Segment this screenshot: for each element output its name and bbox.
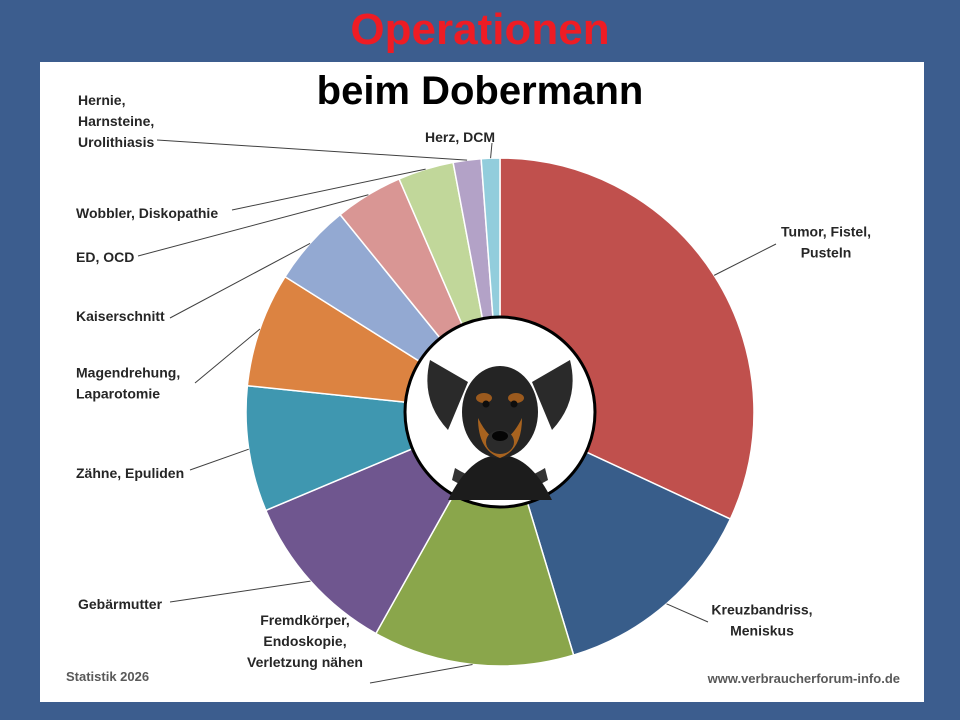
pie-slice <box>374 410 575 667</box>
slice-label-line: ED, OCD <box>76 249 134 265</box>
leader-line <box>169 580 311 603</box>
footer-right-text: www.verbraucherforum-info.de <box>707 671 900 686</box>
slice-label-line: Verletzung nähen <box>247 654 363 670</box>
slice-label-line: Magendrehung, <box>76 365 180 381</box>
slice-label-line: Harnsteine, <box>78 113 154 129</box>
slice-label-line: Hernie, <box>78 92 125 108</box>
slice-label: Zähne, Epuliden <box>76 465 184 481</box>
leader-line <box>369 664 473 684</box>
leader-lines <box>137 139 777 684</box>
leader-line <box>156 139 468 161</box>
footer-left-text: Statistik 2026 <box>66 669 149 684</box>
slice-label: Herz, DCM <box>425 129 495 145</box>
slice-label-line: Endoskopie, <box>263 633 346 649</box>
chart-title: Operationen <box>350 5 610 54</box>
slice-labels: Tumor, Fistel, Pusteln Kreuzbandriss, Menis… <box>76 92 871 670</box>
leader-line <box>194 328 261 384</box>
slice-label-line: Herz, DCM <box>425 129 495 145</box>
chart-subtitle: beim Dobermann <box>316 69 644 113</box>
slice-label-line: Urolithiasis <box>78 134 154 150</box>
slice-label: Kaiserschnitt <box>76 308 165 324</box>
slice-label-line: Gebärmutter <box>78 596 163 612</box>
leader-line <box>169 242 311 319</box>
leader-line <box>137 194 369 257</box>
slice-label: Hernie, Harnsteine, Urolithiasis <box>78 92 154 150</box>
slice-label-line: Zähne, Epuliden <box>76 465 184 481</box>
slice-label-line: Tumor, Fistel, <box>781 224 871 240</box>
slice-label: Fremdkörper, Endoskopie, Verletzung nähen <box>247 612 363 670</box>
leader-line <box>713 243 777 276</box>
slice-label: ED, OCD <box>76 249 134 265</box>
slice-label-line: Wobbler, Diskopathie <box>76 205 218 221</box>
slice-label: Magendrehung, Laparotomie <box>76 365 180 402</box>
slice-label-line: Kaiserschnitt <box>76 308 165 324</box>
slice-label-line: Kreuzbandriss, <box>711 602 812 618</box>
slice-label: Gebärmutter <box>78 596 163 612</box>
slice-label: Tumor, Fistel, Pusteln <box>781 224 871 261</box>
leader-line <box>231 168 426 211</box>
slice-label: Wobbler, Diskopathie <box>76 205 218 221</box>
slice-label-line: Fremdkörper, <box>260 612 349 628</box>
leader-line <box>490 142 493 159</box>
leader-line <box>666 603 709 623</box>
leader-line <box>189 448 249 471</box>
slice-label-line: Laparotomie <box>76 386 160 402</box>
dobermann-photo <box>403 315 597 509</box>
slice-label: Kreuzbandriss, Meniskus <box>711 602 812 639</box>
slice-label-line: Meniskus <box>730 623 794 639</box>
slice-label-line: Pusteln <box>801 245 852 261</box>
